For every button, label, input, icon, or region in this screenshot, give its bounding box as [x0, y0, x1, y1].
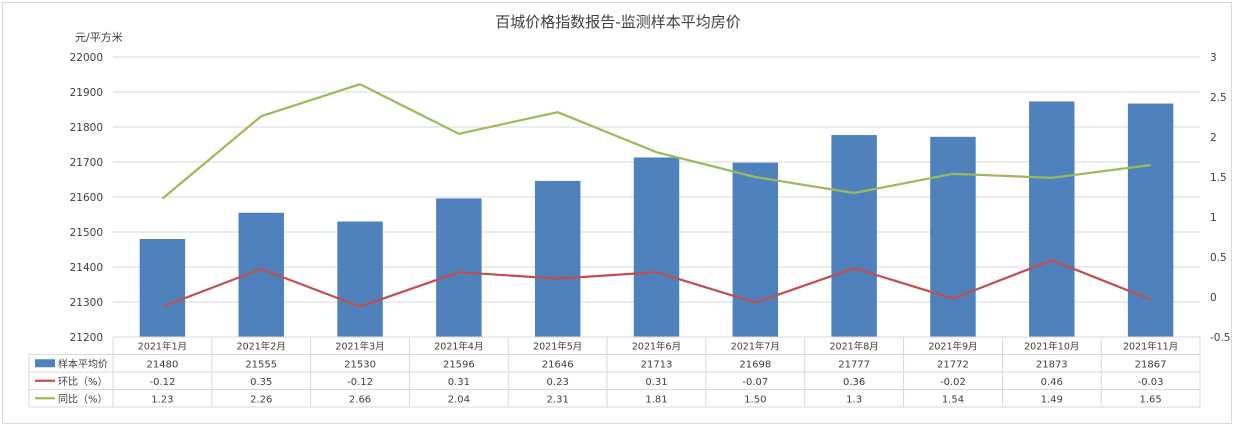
y-tick-label: 21200	[70, 332, 103, 344]
data-label: 1.54	[942, 394, 964, 405]
legend-entry: 样本平均价	[58, 357, 108, 370]
line-series	[161, 83, 1151, 308]
data-label: -0.07	[742, 377, 768, 388]
y2-tick-label: 2	[1210, 132, 1217, 144]
data-label: 2.31	[547, 394, 569, 405]
x-tick-label: 2021年6月	[632, 341, 681, 353]
x-tick-label: 2021年11月	[1123, 341, 1178, 353]
y2-tick-label: 0.5	[1210, 252, 1227, 264]
y-tick-label: 21700	[70, 157, 103, 169]
data-label: 0.36	[843, 377, 865, 388]
data-label: 21772	[937, 359, 969, 370]
y2-tick-label: 2.5	[1210, 92, 1227, 104]
y2-tick-label: 0	[1210, 292, 1217, 304]
x-tick-label: 2021年7月	[731, 341, 780, 353]
data-label: 2.04	[448, 394, 470, 405]
data-label: 0.46	[1041, 377, 1063, 388]
data-label: 0.31	[645, 377, 667, 388]
bar	[1029, 101, 1075, 337]
data-label: 21596	[443, 359, 475, 370]
y-tick-label: 21400	[70, 262, 103, 274]
bar	[732, 162, 779, 337]
data-label: 21713	[641, 359, 673, 370]
y-tick-label: 21600	[70, 192, 103, 204]
legend-entry: 环比（%）	[58, 376, 108, 388]
y-axis-ticks: 21200 21300 21400 21500 21600 21700 21800 21900…	[70, 52, 103, 344]
data-label: 21480	[147, 359, 179, 370]
y2-tick-label: 1.5	[1210, 172, 1227, 184]
data-label: 1.50	[744, 394, 766, 405]
data-label: 2.26	[250, 394, 272, 405]
x-tick-label: 2021年5月	[533, 341, 582, 353]
bar	[831, 135, 877, 337]
y2-tick-label: 1	[1210, 212, 1217, 224]
data-label: 21777	[838, 359, 870, 370]
bar	[337, 221, 383, 337]
data-label: -0.12	[149, 377, 175, 388]
data-label: 21698	[739, 359, 771, 370]
y-tick-label: 21500	[70, 227, 103, 239]
data-label: -0.03	[1138, 377, 1164, 388]
chart-title: 百城价格指数报告-监测样本平均房价	[495, 13, 740, 31]
data-label: 1.3	[846, 394, 862, 405]
data-label: 0.23	[547, 377, 569, 388]
data-label: 21867	[1135, 359, 1167, 370]
data-label: 0.31	[448, 377, 470, 388]
data-label: 21555	[245, 359, 277, 370]
bar	[930, 136, 976, 337]
bar	[1127, 103, 1174, 337]
bar	[534, 180, 581, 337]
y2-tick-label: 3	[1210, 52, 1217, 64]
y2-axis-ticks: -0.5 0 0.5 1 1.5 2 2.5 3	[1210, 52, 1231, 344]
x-tick-label: 2021年10月	[1024, 341, 1079, 353]
data-label: 2.66	[349, 394, 371, 405]
data-label: 21873	[1036, 359, 1068, 370]
bar	[139, 239, 186, 337]
y-tick-label: 21300	[70, 297, 103, 309]
data-label: 1.49	[1041, 394, 1063, 405]
chart: 百城价格指数报告-监测样本平均房价 元/平方米 2120021300214002…	[28, 13, 1231, 408]
data-label: 1.81	[645, 394, 667, 405]
x-tick-label: 2021年8月	[830, 341, 879, 353]
bar	[633, 157, 680, 337]
y-tick-label: 22000	[70, 52, 103, 64]
data-label: 1.65	[1139, 394, 1161, 405]
data-label: 21530	[344, 359, 376, 370]
data-label: 1.23	[151, 394, 173, 405]
x-tick-label: 2021年2月	[237, 341, 286, 353]
y2-tick-label: -0.5	[1210, 332, 1231, 344]
x-tick-label: 2021年1月	[138, 341, 187, 353]
data-label: -0.02	[940, 377, 966, 388]
data-label: -0.12	[347, 377, 373, 388]
x-tick-label: 2021年9月	[928, 341, 977, 353]
data-table: 2021年1月 2021年2月 2021年3月 2021年4月 2021年5月 2021年…	[28, 336, 1201, 408]
bar	[436, 198, 482, 337]
data-label: 21646	[542, 359, 574, 370]
data-label: 0.35	[250, 377, 272, 388]
y-axis-label: 元/平方米	[75, 30, 123, 44]
x-tick-label: 2021年3月	[335, 341, 384, 353]
x-tick-label: 2021年4月	[434, 341, 483, 353]
y-tick-label: 21800	[70, 122, 103, 134]
legend-swatch	[35, 359, 55, 368]
legend-entry: 同比（%）	[58, 393, 108, 405]
y-tick-label: 21900	[70, 87, 103, 99]
